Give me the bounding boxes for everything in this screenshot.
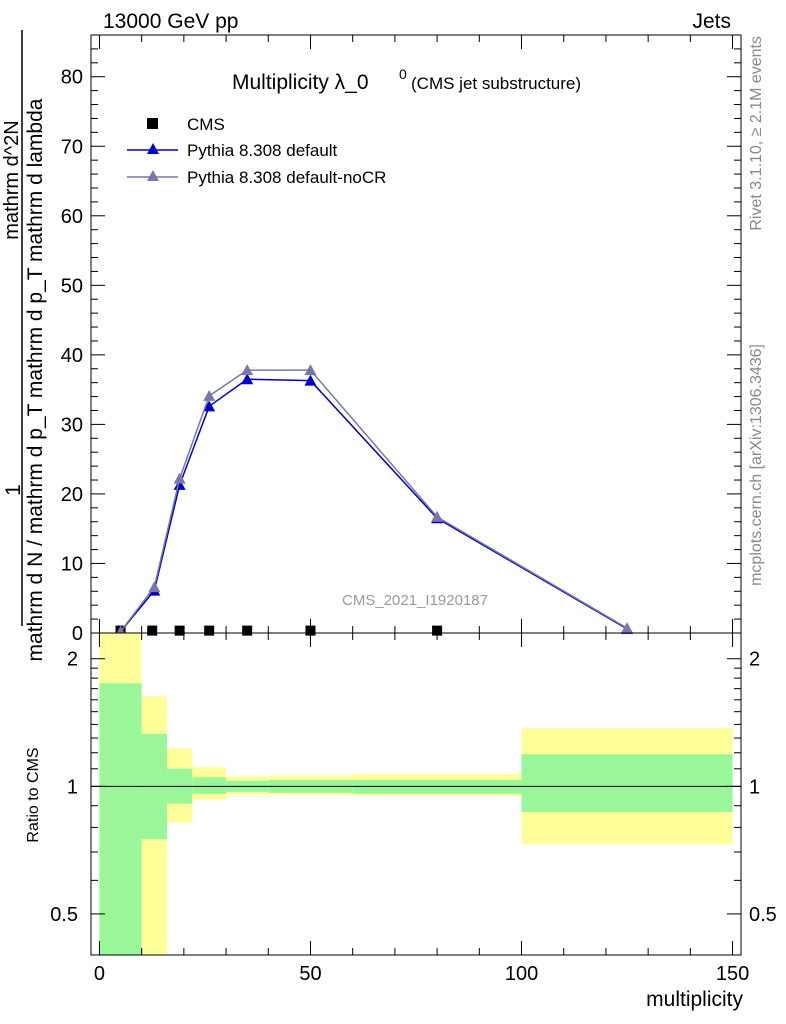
main-series [114,364,634,637]
ratio-ytick-label: 2 [67,649,78,671]
ratio-ytick-label: 1 [67,776,78,798]
title-subtitle: (CMS jet substructure) [411,74,581,93]
ratio-band-inner [352,779,522,794]
ratio-ytick-label-right: 0.5 [749,904,777,926]
ratio-band-inner [99,683,142,955]
series-point-2 [241,364,254,376]
cms-point [305,625,316,636]
main-ytick-label: 60 [61,206,83,228]
legend: CMS Pythia 8.308 default Pythia 8.308 de… [127,115,386,187]
chart-title: Multiplicity λ_0 0 (CMS jet substructure… [232,66,581,94]
main-ytick-label: 80 [61,67,83,89]
series-point-2 [431,510,444,522]
legend-default-marker [147,143,159,154]
cms-point [204,625,215,636]
ratio-xlabel: multiplicity [646,988,743,1011]
series-point-1 [241,373,254,385]
legend-default-label: Pythia 8.308 default [187,141,338,160]
series-line-1 [119,378,628,633]
legend-nocr-label: Pythia 8.308 default-noCR [187,168,386,187]
ratio-ytick-label: 0.5 [50,904,78,926]
main-ytick-label: 0 [72,623,83,645]
ylabel-denominator: mathrm d N / mathrm d p_T mathrm d p_T m… [24,98,47,661]
cms-point [147,625,158,636]
ratio-bands [99,633,733,955]
main-ytick-label: 20 [61,484,83,506]
ratio-xtick-label: 150 [716,963,749,985]
ylabel-numerator: 1 [2,484,25,496]
title-superscript: 0 [399,66,407,82]
ratio-band-inner [192,777,227,794]
main-ytick-label: 50 [61,275,83,297]
series-point-2 [203,389,216,401]
cms-point [432,625,443,636]
main-ylabel: 1 mathrm d N / mathrm d p_T mathrm d p_T… [1,30,47,661]
rivet-label: Rivet 3.1.10, ≥ 2.1M events [748,36,765,231]
ratio-xtick-label: 50 [299,963,321,985]
series-line-2 [119,369,628,633]
series-point-2 [304,364,317,376]
main-axis-ticks: 0 10 20 30 40 50 60 70 80 [61,34,741,645]
title-text: Multiplicity λ_0 [232,71,369,94]
series-point-1 [173,478,186,490]
ratio-ytick-label-right: 2 [749,649,760,671]
legend-nocr-marker [147,170,159,181]
ylabel-fraction-top: mathrm d^2N [1,120,23,239]
analysis-watermark: CMS_2021_I1920187 [342,592,488,609]
ratio-band-inner [521,754,733,812]
series-point-1 [304,374,317,386]
mcplots-label: mcplots.cern.ch [arXiv:1306.3436] [748,344,765,586]
series-point-1 [203,400,216,412]
ratio-ytick-label-right: 1 [749,776,760,798]
ratio-frame [90,632,742,956]
series-point-2 [173,472,186,484]
series-point-2 [148,581,161,593]
legend-cms-label: CMS [187,115,225,134]
ratio-ylabel: Ratio to CMS [25,747,42,842]
main-ytick-label: 40 [61,345,83,367]
cms-point [174,625,185,636]
header-right: Jets [692,10,731,33]
series-point-2 [621,622,634,634]
main-ytick-label: 30 [61,414,83,436]
ratio-axis-ticks: 0.5 0.5 1 1 2 2 0 50 100 150 [50,633,777,985]
ratio-xtick-label: 100 [505,963,538,985]
cms-point [242,625,253,636]
legend-cms-marker [147,118,158,129]
main-ytick-label: 10 [61,553,83,575]
ratio-xtick-label: 0 [94,963,105,985]
header-left: 13000 GeV pp [103,10,238,33]
main-ytick-label: 70 [61,136,83,158]
